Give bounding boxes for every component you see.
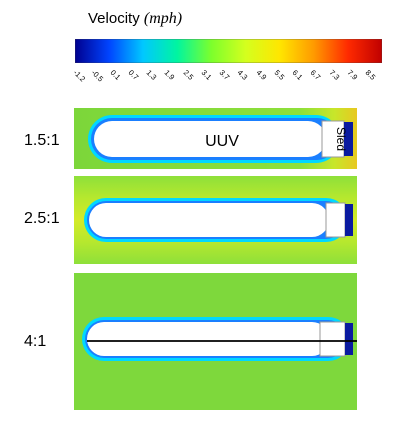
- colorbar-tick-label: 0.7: [126, 68, 141, 82]
- colorbar-tick-label: 1.9: [162, 68, 177, 82]
- sled-box: [325, 202, 346, 238]
- colorbar-tick-label: 8.5: [363, 68, 378, 82]
- wake-region: [345, 323, 353, 355]
- sled-label: Sled: [334, 127, 348, 151]
- colorbar-tick-label: 3.1: [199, 68, 214, 82]
- sled-box: [319, 321, 346, 357]
- colorbar-tick-label: -1.2: [71, 68, 88, 84]
- wake-region: [345, 204, 353, 236]
- wake-region: [344, 122, 353, 156]
- uuv-body: [87, 322, 329, 356]
- colorbar-tick-label: 4.9: [254, 68, 268, 82]
- colorbar-tick-label: 7.3: [327, 68, 341, 82]
- colorbar-tick-label: 6.7: [308, 68, 323, 82]
- flow-panel-3: [74, 273, 357, 410]
- colorbar-tick-label: 6.1: [290, 68, 305, 82]
- colorbar-tick-label: 5.5: [272, 68, 287, 82]
- uuv-body: [94, 121, 326, 157]
- flow-panel-2: [74, 176, 357, 264]
- ratio-label-1: 1.5:1: [24, 132, 60, 149]
- colorbar-tick-label: -0.5: [89, 68, 106, 84]
- uuv-body: [89, 203, 329, 237]
- uuv-label: UUV: [205, 133, 239, 150]
- velocity-colorbar: [75, 39, 382, 63]
- colorbar-tick-label: 2.5: [181, 68, 195, 82]
- colorbar-title-unit: (mph): [143, 10, 183, 27]
- colorbar-title-text: Velocity: [88, 10, 144, 27]
- colorbar-tick-label: 4.3: [235, 68, 250, 82]
- ratio-label-2: 2.5:1: [24, 210, 60, 227]
- ratio-label-3: 4:1: [24, 333, 47, 350]
- colorbar-tick-label: 1.3: [144, 68, 159, 82]
- colorbar-tick-label: 0.1: [108, 68, 122, 82]
- flow-panel-1: UUV Sled: [74, 108, 357, 169]
- colorbar-title: Velocity (mph): [88, 10, 182, 28]
- colorbar-tick-label: 3.7: [217, 68, 232, 82]
- colorbar-tick-label: 7.9: [345, 68, 360, 82]
